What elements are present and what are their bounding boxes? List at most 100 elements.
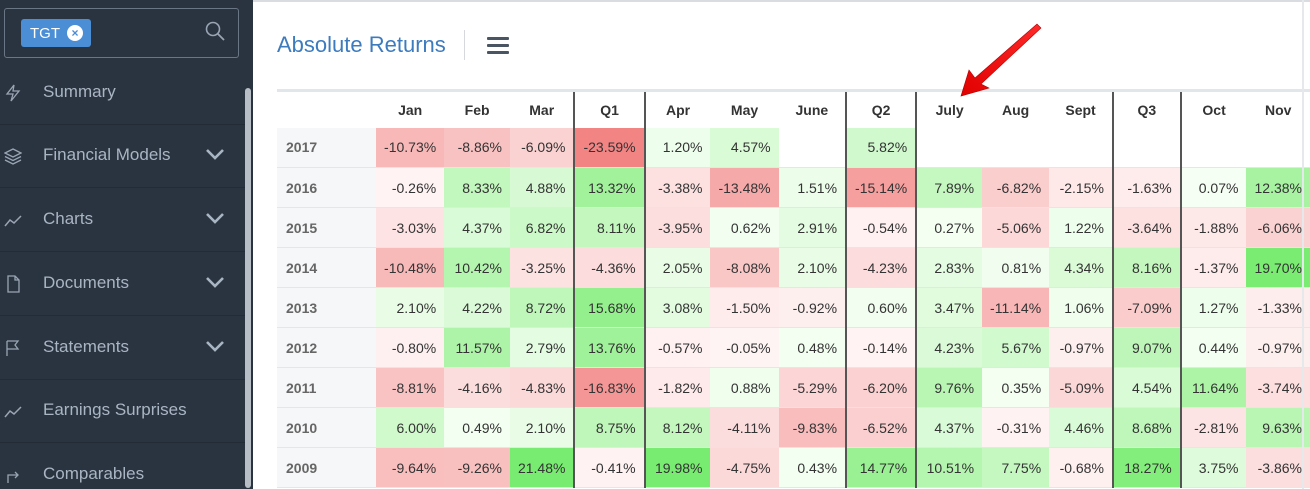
return-cell: -8.08% bbox=[710, 247, 779, 288]
return-cell: 6.00% bbox=[376, 407, 445, 448]
column-header-mar[interactable]: Mar bbox=[509, 89, 575, 128]
document-icon bbox=[7, 275, 20, 293]
chevron-down-icon[interactable] bbox=[205, 275, 225, 289]
column-header-sept[interactable]: Sept bbox=[1049, 89, 1113, 128]
column-header-may[interactable]: May bbox=[710, 89, 779, 128]
table-row: 2009 -9.64% -9.26% 21.48% -0.41% 19.98% -4.75%… bbox=[277, 447, 1310, 488]
column-header-q3[interactable]: Q3 bbox=[1111, 89, 1182, 128]
return-cell: 0.60% bbox=[845, 287, 918, 328]
compare-icon bbox=[7, 471, 19, 483]
trend-icon bbox=[4, 406, 22, 418]
return-cell: 8.11% bbox=[573, 207, 646, 248]
return-cell: 18.27% bbox=[1111, 447, 1182, 488]
column-header-aug[interactable]: Aug bbox=[982, 89, 1050, 128]
sidebar-item-charts[interactable]: Charts bbox=[0, 189, 245, 252]
return-cell: -10.73% bbox=[376, 127, 445, 168]
return-cell: -0.26% bbox=[376, 167, 445, 208]
return-cell: -0.05% bbox=[710, 327, 779, 368]
title-separator bbox=[464, 30, 465, 60]
return-cell: 9.07% bbox=[1111, 327, 1182, 368]
return-cell: 2.79% bbox=[509, 327, 575, 368]
return-cell: 15.68% bbox=[573, 287, 646, 328]
table-row: 2014 -10.48% 10.42% -3.25% -4.36% 2.05% -8.08%… bbox=[277, 247, 1310, 288]
sidebar-item-documents[interactable]: Documents bbox=[0, 253, 245, 316]
line-chart-icon bbox=[4, 215, 22, 227]
year-cell: 2014 bbox=[277, 247, 377, 288]
table-row: 2013 2.10% 4.22% 8.72% 15.68% 3.08% -1.50% -0.9… bbox=[277, 287, 1310, 328]
return-cell: -5.29% bbox=[778, 367, 847, 408]
ticker-chip[interactable]: TGT × bbox=[21, 19, 91, 47]
return-cell: -2.81% bbox=[1180, 407, 1247, 448]
column-header-june[interactable]: June bbox=[778, 89, 847, 128]
sidebar-scrollbar[interactable] bbox=[245, 88, 251, 488]
return-cell: 19.70% bbox=[1246, 247, 1310, 288]
return-cell: 4.46% bbox=[1049, 407, 1113, 448]
column-header-jan[interactable]: Jan bbox=[376, 89, 445, 128]
returns-table-container: Jan Feb Mar Q1 Apr May June Q2 July Aug Sept Q3 Oct N… bbox=[277, 89, 1310, 489]
return-cell: 0.62% bbox=[710, 207, 779, 248]
return-cell: -0.97% bbox=[1049, 327, 1113, 368]
return-cell: 0.49% bbox=[444, 407, 510, 448]
year-cell: 2016 bbox=[277, 167, 377, 208]
chevron-down-icon[interactable] bbox=[205, 147, 225, 161]
sidebar-item-comparables[interactable]: Comparables bbox=[0, 444, 245, 489]
layers-icon bbox=[4, 148, 22, 165]
return-cell: -6.09% bbox=[509, 127, 575, 168]
return-cell: 1.27% bbox=[1180, 287, 1247, 328]
year-cell: 2009 bbox=[277, 447, 377, 488]
year-cell: 2011 bbox=[277, 367, 377, 408]
return-cell bbox=[1180, 127, 1247, 168]
return-cell: 4.34% bbox=[1049, 247, 1113, 288]
return-cell: -6.06% bbox=[1246, 207, 1310, 248]
chevron-down-icon[interactable] bbox=[205, 211, 225, 225]
return-cell: -0.31% bbox=[982, 407, 1050, 448]
sidebar-item-earnings-surprises[interactable]: Earnings Surprises bbox=[0, 380, 245, 443]
return-cell: -1.50% bbox=[710, 287, 779, 328]
return-cell: 0.81% bbox=[982, 247, 1050, 288]
page-title: Absolute Returns bbox=[277, 32, 446, 57]
sidebar-item-label: Charts bbox=[43, 209, 94, 228]
returns-table: Jan Feb Mar Q1 Apr May June Q2 July Aug Sept Q3 Oct N… bbox=[277, 89, 1310, 488]
year-cell: 2017 bbox=[277, 127, 377, 168]
sidebar-item-financial-models[interactable]: Financial Models bbox=[0, 125, 245, 188]
hamburger-menu-icon[interactable] bbox=[487, 37, 509, 55]
column-header-apr[interactable]: Apr bbox=[644, 89, 711, 128]
return-cell: -5.09% bbox=[1049, 367, 1113, 408]
return-cell: 14.77% bbox=[845, 447, 918, 488]
return-cell: -3.38% bbox=[644, 167, 711, 208]
table-row: 2015 -3.03% 4.37% 6.82% 8.11% -3.95% 0.62% 2.91… bbox=[277, 207, 1310, 248]
return-cell: -6.52% bbox=[845, 407, 918, 448]
return-cell: 2.83% bbox=[916, 247, 983, 288]
return-cell bbox=[1049, 127, 1113, 168]
chevron-down-icon[interactable] bbox=[205, 339, 225, 353]
return-cell: 4.54% bbox=[1111, 367, 1182, 408]
column-header-q2[interactable]: Q2 bbox=[845, 89, 918, 128]
return-cell bbox=[916, 127, 983, 168]
column-header-feb[interactable]: Feb bbox=[444, 89, 510, 128]
search-icon[interactable] bbox=[204, 20, 226, 42]
table-row: 2010 6.00% 0.49% 2.10% 8.75% 8.12% -4.11% -9.83… bbox=[277, 407, 1310, 448]
sidebar-item-statements[interactable]: Statements bbox=[0, 317, 245, 380]
remove-ticker-icon[interactable]: × bbox=[67, 25, 83, 41]
return-cell: 5.67% bbox=[982, 327, 1050, 368]
return-cell: -3.74% bbox=[1246, 367, 1310, 408]
return-cell: 8.75% bbox=[573, 407, 646, 448]
return-cell: -4.83% bbox=[509, 367, 575, 408]
return-cell: 4.37% bbox=[916, 407, 983, 448]
ticker-search-box[interactable]: TGT × bbox=[4, 8, 239, 58]
return-cell: 0.48% bbox=[778, 327, 847, 368]
flag-icon bbox=[6, 340, 20, 356]
column-header-oct[interactable]: Oct bbox=[1180, 89, 1247, 128]
table-header-row: Jan Feb Mar Q1 Apr May June Q2 July Aug Sept Q3 Oct N… bbox=[277, 89, 1310, 128]
red-arrow-annotation bbox=[960, 23, 1042, 97]
column-header-q1[interactable]: Q1 bbox=[573, 89, 646, 128]
sidebar-item-summary[interactable]: Summary bbox=[0, 62, 245, 125]
return-cell: 0.88% bbox=[710, 367, 779, 408]
return-cell: 4.88% bbox=[509, 167, 575, 208]
column-header-nov[interactable]: Nov bbox=[1246, 89, 1310, 128]
return-cell: 0.44% bbox=[1180, 327, 1247, 368]
return-cell: -15.14% bbox=[845, 167, 918, 208]
column-header-july[interactable]: July bbox=[916, 89, 983, 128]
return-cell: 3.47% bbox=[916, 287, 983, 328]
table-row: 2012 -0.80% 11.57% 2.79% 13.76% -0.57% -0.05% 0… bbox=[277, 327, 1310, 368]
